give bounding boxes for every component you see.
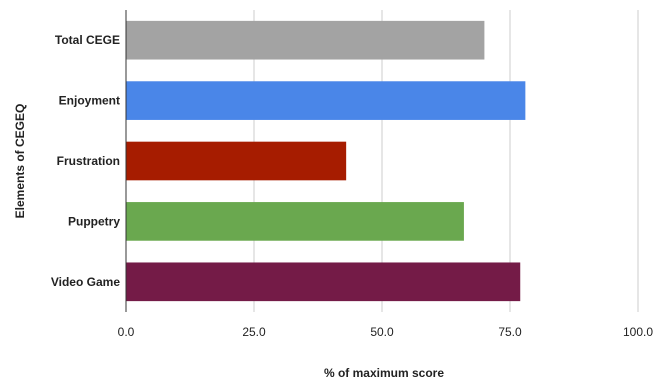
bars (126, 20, 526, 302)
category-label: Puppetry (68, 214, 120, 228)
x-tick-label: 50.0 (370, 325, 394, 339)
bar-video-game (126, 262, 521, 302)
category-label: Total CEGE (55, 33, 120, 47)
x-tick-labels: 0.0 25.0 50.0 75.0 100.0 (118, 325, 654, 339)
category-label: Frustration (57, 154, 120, 168)
y-axis-title: Elements of CEGEQ (13, 104, 27, 219)
x-tick-label: 25.0 (242, 325, 266, 339)
x-tick-label: 100.0 (623, 325, 653, 339)
category-label: Enjoyment (59, 94, 120, 108)
bar-enjoyment (126, 81, 526, 120)
bar-frustration (126, 141, 347, 181)
x-tick-label: 75.0 (498, 325, 522, 339)
x-axis-title: % of maximum score (324, 366, 444, 380)
bar-total-cege (126, 20, 485, 60)
bar-puppetry (126, 202, 464, 241)
category-label: Video Game (51, 275, 120, 289)
category-labels: Total CEGE Enjoyment Frustration Puppetry Vi… (51, 33, 120, 289)
x-tick-label: 0.0 (118, 325, 135, 339)
